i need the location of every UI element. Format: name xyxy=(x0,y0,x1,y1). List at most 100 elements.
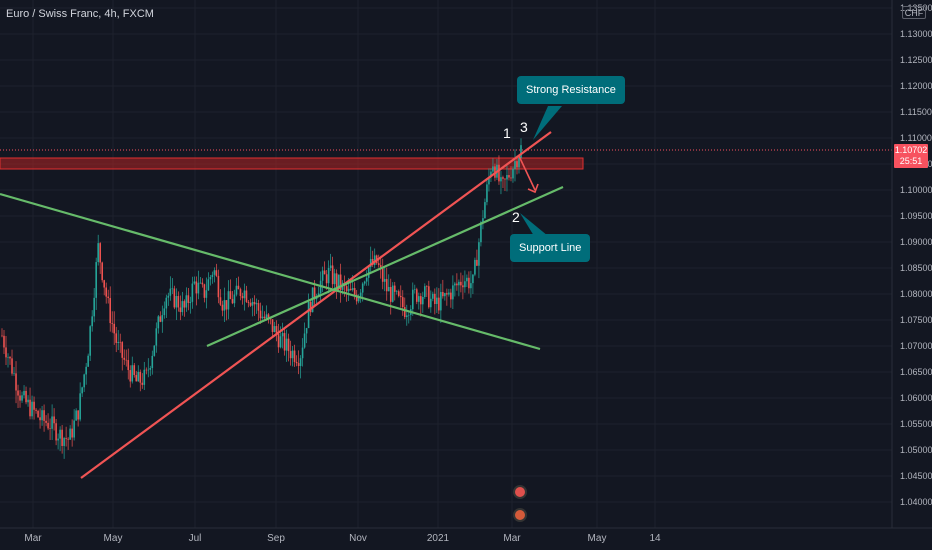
candle-body xyxy=(179,307,182,313)
candle-body xyxy=(514,161,516,169)
candle-body xyxy=(85,366,87,375)
currency-badge[interactable]: CHF xyxy=(902,6,926,19)
candle-body xyxy=(289,351,292,359)
candle-body xyxy=(181,301,184,313)
candle-body xyxy=(357,296,360,302)
candle-body xyxy=(277,334,280,348)
candle-body xyxy=(77,410,79,420)
current-price-tag: 1.10702 25:51 xyxy=(894,144,928,168)
time-tick-label: 2021 xyxy=(427,533,450,544)
support-callout[interactable]: Support Line xyxy=(510,234,591,262)
candle-body xyxy=(379,265,382,268)
candle-body xyxy=(125,359,128,361)
candle-body xyxy=(117,341,120,343)
dividend-icon[interactable] xyxy=(513,508,527,522)
candle-body xyxy=(97,243,99,263)
candle-body xyxy=(183,301,186,308)
candle-body xyxy=(331,265,334,285)
current-price-value: 1.10702 xyxy=(894,145,928,155)
candle-body xyxy=(29,399,31,417)
candle-body xyxy=(347,288,350,292)
red-trendline[interactable] xyxy=(80,131,552,479)
candle-body xyxy=(15,373,17,391)
candle-body xyxy=(261,316,264,319)
wave-label-1: 1 xyxy=(503,125,511,141)
bar-countdown: 25:51 xyxy=(899,156,923,166)
price-tick-label: 1.07500 xyxy=(900,315,932,325)
resistance-callout[interactable]: Strong Resistance xyxy=(517,76,625,104)
candle-body xyxy=(231,298,234,304)
candle-body xyxy=(432,293,434,299)
candle-body xyxy=(61,429,63,446)
candle-body xyxy=(265,314,268,319)
candle-body xyxy=(283,333,286,351)
candle-body xyxy=(223,300,226,311)
candle-body xyxy=(512,168,514,179)
candle-body xyxy=(225,300,228,310)
candle-body xyxy=(337,274,340,287)
time-tick-label: Jul xyxy=(189,533,202,544)
candle-body xyxy=(454,283,456,286)
candle-body xyxy=(175,295,178,308)
candle-body xyxy=(177,295,180,308)
candle-body xyxy=(193,281,196,284)
candle-body xyxy=(167,295,170,298)
candle-body xyxy=(91,316,93,327)
candle-body xyxy=(67,438,69,440)
price-tick-label: 1.13000 xyxy=(900,29,932,39)
candle-body xyxy=(468,277,470,289)
price-tick-label: 1.04500 xyxy=(900,471,932,481)
green-trendline-falling[interactable] xyxy=(0,192,541,351)
candle-body xyxy=(51,416,53,429)
candle-body xyxy=(482,218,484,223)
candle-body xyxy=(257,303,260,311)
candlestick-series xyxy=(1,138,522,459)
candle-body xyxy=(279,336,282,348)
candle-body xyxy=(474,259,476,275)
candle-body xyxy=(199,282,202,284)
event-flag-icon[interactable] xyxy=(513,485,527,499)
candle-body xyxy=(31,401,33,417)
candle-body xyxy=(407,314,410,316)
candle-body xyxy=(446,293,448,295)
candle-body xyxy=(281,333,284,337)
candle-body xyxy=(209,277,212,280)
candle-body xyxy=(293,350,296,362)
green-trendline-rising[interactable] xyxy=(206,185,564,348)
candle-body xyxy=(470,283,472,289)
price-tick-label: 1.05500 xyxy=(900,419,932,429)
candle-body xyxy=(121,342,124,358)
candle-body xyxy=(339,274,342,290)
candle-body xyxy=(361,283,364,293)
time-tick-label: May xyxy=(588,533,607,544)
candle-body xyxy=(185,295,188,308)
candle-body xyxy=(171,288,174,290)
candle-body xyxy=(203,284,206,298)
candle-body xyxy=(219,297,222,305)
grid-lines xyxy=(0,0,892,528)
candle-body xyxy=(385,278,388,292)
candle-body xyxy=(129,370,132,382)
candle-body xyxy=(187,295,190,303)
candle-body xyxy=(239,289,242,297)
price-tick-label: 1.09000 xyxy=(900,237,932,247)
candle-body xyxy=(95,262,97,298)
candle-body xyxy=(165,297,168,309)
candle-body xyxy=(399,295,402,298)
candle-body xyxy=(353,288,356,295)
candle-body xyxy=(329,265,332,268)
candle-body xyxy=(221,304,224,311)
candle-body xyxy=(163,308,166,316)
time-axis[interactable]: Mar May Jul Sep Nov 2021 Mar May 14 xyxy=(24,533,661,544)
candle-body xyxy=(109,298,112,324)
candle-body xyxy=(57,438,59,441)
candle-body xyxy=(233,294,236,304)
candle-body xyxy=(23,390,25,396)
price-axis[interactable]: 1.04000 1.04500 1.05000 1.05500 1.06000 1.065… xyxy=(900,3,932,507)
candle-body xyxy=(37,410,39,418)
candle-body xyxy=(440,292,442,311)
candle-body xyxy=(83,374,85,388)
candle-body xyxy=(291,350,294,359)
candle-body xyxy=(141,382,144,385)
